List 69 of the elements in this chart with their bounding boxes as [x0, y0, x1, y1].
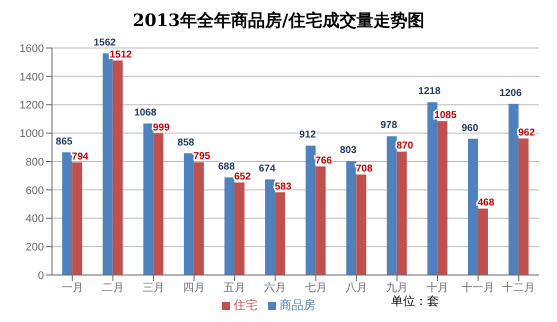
bar — [478, 208, 488, 275]
y-tick-label: 1600 — [20, 42, 44, 55]
legend-label: 商品房 — [280, 298, 316, 312]
data-label: 1206 — [499, 88, 522, 99]
x-tick-label: 八月 — [345, 282, 368, 294]
x-tick-label: 九月 — [386, 280, 408, 294]
x-tick-label: 一月 — [61, 282, 84, 294]
y-tick-label: 0 — [38, 270, 44, 282]
data-label: 708 — [356, 164, 374, 175]
bar — [224, 177, 234, 275]
data-label: 962 — [518, 128, 536, 139]
data-label: 999 — [152, 122, 170, 134]
data-label: 978 — [380, 120, 398, 132]
bar — [396, 152, 407, 275]
y-tick-label: 1400 — [20, 71, 44, 84]
chart-title: 2013年全年商品房/住宅成交量走势图 — [132, 10, 426, 33]
data-label: 870 — [396, 140, 414, 152]
bar — [153, 133, 164, 275]
data-label: 688 — [218, 161, 236, 172]
bar — [437, 121, 448, 275]
data-label: 674 — [258, 163, 276, 174]
data-label: 912 — [299, 130, 316, 141]
bar — [356, 174, 366, 275]
data-label: 865 — [56, 136, 73, 148]
bar — [316, 166, 326, 275]
y-tick-label: 800 — [26, 156, 44, 168]
data-label: 652 — [234, 171, 252, 182]
bar — [194, 162, 204, 275]
data-label: 795 — [194, 151, 211, 162]
x-tick-label: 十一月 — [462, 280, 495, 294]
data-label: 960 — [462, 122, 479, 134]
x-tick-label: 十二月 — [502, 280, 536, 294]
x-tick-label: 三月 — [142, 282, 164, 294]
data-label: 1562 — [94, 37, 116, 48]
y-tick-label: 1000 — [20, 128, 44, 140]
x-tick-label: 六月 — [264, 280, 286, 294]
x-tick-label: 二月 — [102, 282, 124, 294]
y-tick-label: 600 — [26, 184, 44, 197]
bar — [143, 123, 154, 275]
bar — [518, 138, 529, 275]
bar — [275, 192, 286, 275]
data-label: 583 — [274, 181, 292, 192]
bar — [72, 162, 82, 275]
y-tick-label: 400 — [26, 213, 44, 226]
data-label: 803 — [340, 145, 358, 156]
bar — [184, 153, 194, 275]
x-tick-label: 四月 — [183, 282, 206, 294]
bar — [386, 136, 397, 275]
x-tick-label: 七月 — [304, 280, 327, 294]
x-tick-label: 五月 — [224, 282, 246, 294]
legend-label: 住宅 — [234, 298, 258, 312]
bar — [468, 138, 478, 275]
bar — [265, 179, 276, 275]
bar — [306, 146, 316, 275]
data-label: 1218 — [418, 86, 441, 98]
text: 单位：套 — [391, 293, 439, 310]
data-label: 1512 — [110, 49, 132, 60]
bar — [112, 60, 123, 275]
bar — [62, 152, 72, 275]
bar — [508, 104, 519, 275]
data-label: 794 — [72, 151, 89, 162]
bar — [346, 161, 356, 275]
y-tick-label: 1200 — [20, 100, 44, 112]
x-tick-label: 十月 — [426, 280, 449, 294]
data-label: 766 — [315, 155, 332, 166]
y-tick-label: 200 — [26, 242, 44, 254]
data-label: 858 — [178, 137, 195, 148]
bar — [234, 182, 244, 275]
data-label: 1068 — [134, 107, 157, 118]
